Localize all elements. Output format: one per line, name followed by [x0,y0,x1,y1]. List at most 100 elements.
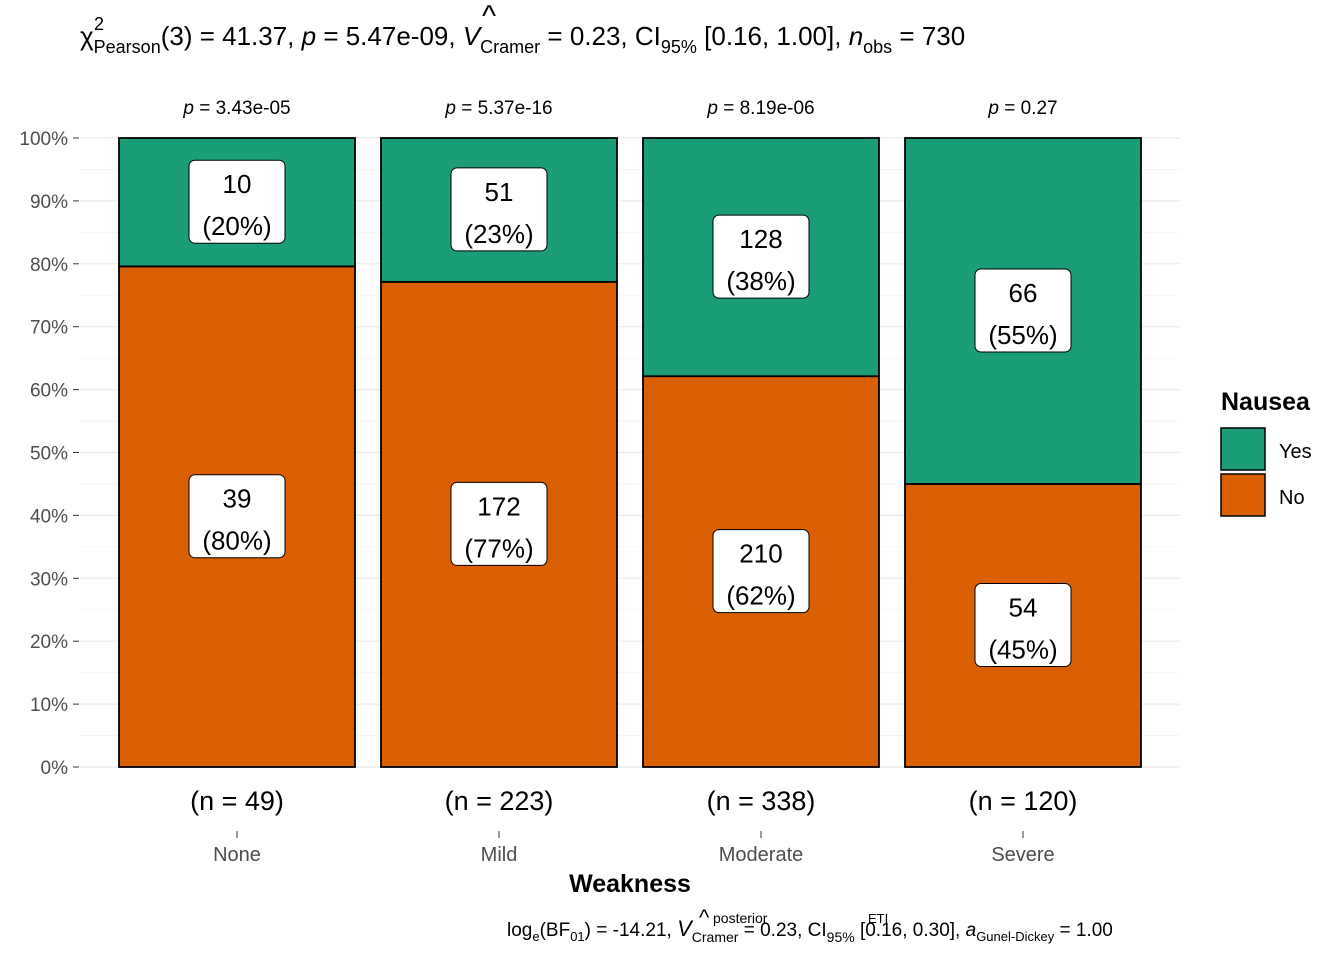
segment-label: 172 (77%) [450,481,548,566]
p-value: = 3.43e-05 [194,98,291,119]
chart-caption: loge(BF01) = -14.21, VCramer = 0.23, CI9… [507,916,1113,945]
segment-percent: (77%) [464,533,533,563]
segment-label: 10 (20%) [188,159,286,244]
segment-label: 54 (45%) [974,582,1072,667]
title-ci-value: [0.16, 1.00], [697,21,849,51]
caption-v-sup: posterior [713,910,768,926]
p-symbol: p [987,98,999,119]
title-p-symbol: p [301,21,316,51]
p-symbol: p [706,98,718,119]
caption-a-value: = 1.00 [1054,920,1113,941]
caption-bf-sub: 01 [570,929,584,944]
segment-label: 128 (38%) [712,214,810,299]
caption-a-symbol: a [966,920,977,941]
segment-percent: (23%) [464,219,533,249]
y-axis: 0% 10% 20% 30% 40% 50% 60% 70% 80% 90% 100% [19,129,79,779]
title-n-value: = 730 [892,21,965,51]
legend-label-yes: Yes [1279,441,1312,463]
title-chi-sup: 2 [94,14,104,34]
title-chi: χ [80,21,94,51]
segment-label: 51 (23%) [450,167,548,252]
legend: Nausea Yes No [1220,388,1312,517]
category-p-value: p = 5.37e-16 [444,98,552,119]
caption-ci-value: [0.16, 0.30], [855,920,966,941]
caption-bf-value: ) = -14.21, [585,920,677,941]
title-n-sub: obs [863,37,892,57]
x-tick-label: Mild [481,844,518,866]
p-value: = 5.37e-16 [456,98,553,119]
p-value: = 0.27 [999,98,1058,119]
y-tick-label: 90% [30,192,68,213]
segment-label-box [450,167,548,252]
segment-percent: (55%) [988,320,1057,350]
legend-label-no: No [1279,487,1305,509]
segment-percent: (62%) [726,581,795,611]
category-p-values: p = 3.43e-05 p = 5.37e-16 p = 8.19e-06 p = … [182,98,1057,119]
category-p-value: p = 0.27 [987,98,1057,119]
y-tick-label: 50% [30,444,68,465]
title-ci-sub: 95% [661,37,697,57]
segment-percent: (80%) [202,526,271,556]
segment-count: 66 [1009,278,1038,308]
chart-title: χPearson(3) = 41.37, p = 5.47e-09, VCram… [80,21,965,57]
segment-label-box [450,481,548,566]
x-axis-title: Weakness [569,870,691,898]
caption-v-value: = 0.23, CI [738,920,826,941]
segment-count: 39 [223,484,252,514]
p-symbol: p [182,98,194,119]
caption-log-sub: e [532,929,539,944]
y-tick-label: 60% [30,381,68,402]
legend-key-yes [1220,427,1266,471]
segment-count: 128 [739,224,782,254]
category-n-label: (n = 49) [190,786,284,816]
x-axis: (n = 49) None (n = 223) Mild (n = 338) Modera… [190,786,1077,866]
caption-v-hat: ^ [699,905,710,930]
category-p-value: p = 8.19e-06 [706,98,814,119]
segment-label-box [712,529,810,614]
x-tick-label: Severe [991,844,1054,866]
title-chi-sub: Pearson [94,37,161,57]
segment-count: 172 [477,491,520,521]
segment-label-box [712,214,810,299]
caption-v-symbol: V [677,916,694,941]
p-value: = 8.19e-06 [718,98,815,119]
y-tick-label: 0% [41,758,69,779]
title-v-hat: ^ [482,0,496,33]
segment-count: 210 [739,539,782,569]
y-tick-label: 30% [30,569,68,590]
category-n-label: (n = 120) [969,786,1078,816]
segment-label-box [974,268,1072,353]
segment-percent: (20%) [202,211,271,241]
title-v-value: = 0.23, CI [540,21,661,51]
title-p-value: = 5.47e-09, [316,21,463,51]
caption-v-sub: Cramer [692,929,739,945]
title-v-symbol: V [463,21,483,51]
title-stat: (3) = 41.37, [161,21,302,51]
category-p-value: p = 3.43e-05 [182,98,290,119]
caption-ci-sup: ETI [868,911,888,926]
x-tick-label: None [213,844,261,866]
segment-count: 10 [223,169,252,199]
segment-label: 39 (80%) [188,474,286,559]
segment-percent: (38%) [726,266,795,296]
segment-labels: 39 (80%) 10 (20%) 172 (77%) 51 (23%) 210 (62%) 128… [188,159,1072,667]
segment-label-box [188,474,286,559]
bars [118,137,1142,768]
y-tick-label: 80% [30,255,68,276]
segment-label: 210 (62%) [712,529,810,614]
segment-label: 66 (55%) [974,268,1072,353]
bar-yes-moderate [642,137,880,378]
legend-key-no [1220,473,1266,517]
y-tick-label: 100% [19,129,68,150]
caption-ci-sub: 95% [827,929,855,945]
segment-percent: (45%) [988,634,1057,664]
segment-label-box [188,159,286,244]
segment-count: 51 [485,177,514,207]
p-symbol: p [444,98,456,119]
title-n-symbol: n [849,21,863,51]
legend-title: Nausea [1221,388,1311,416]
segment-label-box [974,582,1072,667]
title-v-sub: Cramer [480,37,540,57]
y-tick-label: 70% [30,318,68,339]
